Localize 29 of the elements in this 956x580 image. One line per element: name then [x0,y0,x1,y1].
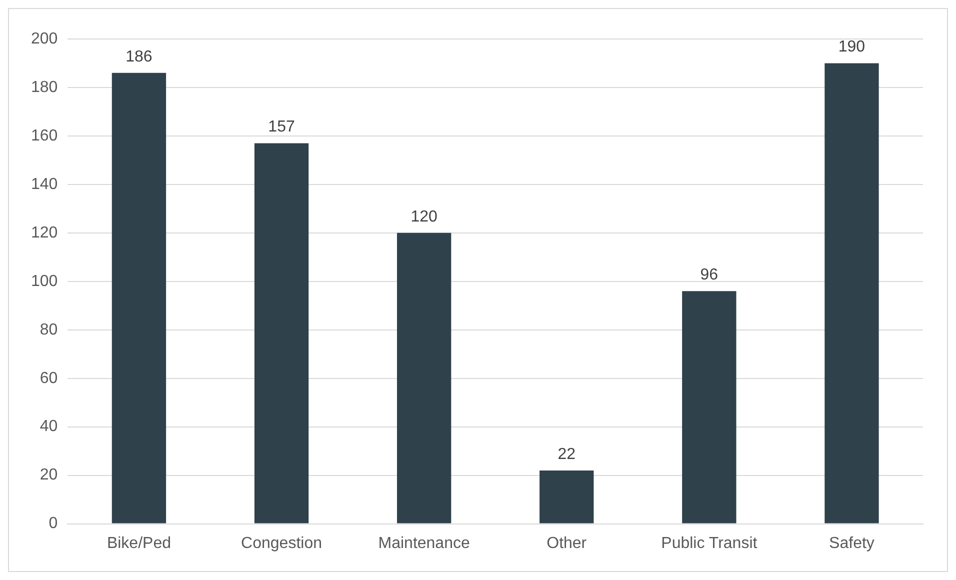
y-tick-label: 80 [40,321,58,338]
y-tick-label: 180 [30,78,58,96]
y-tick-label: 200 [30,30,58,48]
y-tick-label: 0 [48,515,58,532]
x-tick-label: Bike/Ped [106,534,171,552]
y-tick-label: 20 [40,466,58,484]
y-tick-label: 40 [40,418,58,436]
data-label: 157 [268,118,295,136]
bar [540,470,594,524]
x-tick-label: Other [546,534,588,552]
bar [396,232,452,524]
x-tick-label: Congestion [241,534,322,552]
y-tick-label: 160 [30,127,58,144]
x-tick-label: Maintenance [378,534,470,552]
bar [112,72,166,524]
x-tick-label: Safety [829,534,874,552]
y-tick-label: 100 [30,272,58,290]
y-tick-label: 60 [40,370,58,387]
data-label: 190 [838,38,866,56]
data-label: 120 [410,208,438,226]
data-label: 96 [700,266,718,284]
bar [682,291,736,524]
data-label: 22 [558,446,576,463]
x-tick-label: Public Transit [661,534,758,552]
y-tick-label: 140 [30,176,58,193]
bar [824,63,879,524]
data-label: 186 [126,48,152,66]
y-tick-label: 120 [30,224,58,242]
bar [254,143,309,524]
